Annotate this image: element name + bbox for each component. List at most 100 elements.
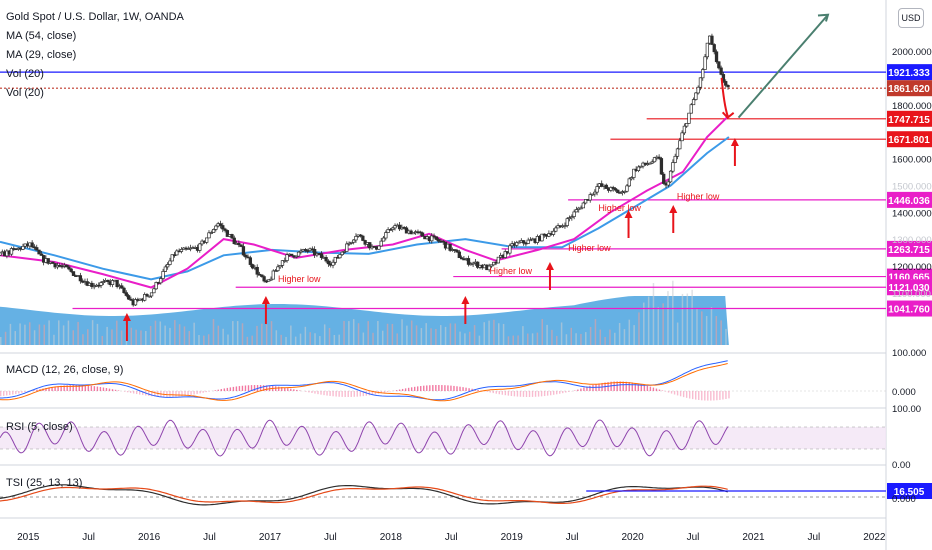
candle-up	[595, 186, 599, 193]
candle-up	[0, 252, 2, 256]
legend-ma54[interactable]: MA (54, close)	[6, 30, 77, 42]
macd-histogram-bar	[522, 391, 525, 397]
candle-up	[411, 232, 416, 235]
candle-up	[701, 69, 705, 79]
volume-bar	[536, 332, 539, 345]
candle-up	[159, 278, 163, 284]
volume-bar	[343, 320, 345, 345]
macd-histogram-bar	[214, 390, 216, 391]
volume-bar	[53, 334, 55, 345]
price-tick: 1600.000	[892, 155, 932, 166]
volume-bar	[449, 323, 452, 345]
volume-bar	[217, 325, 220, 345]
macd-histogram-bar	[704, 391, 706, 401]
volume-bar	[72, 330, 75, 345]
candle-up	[299, 250, 303, 253]
volume-bar	[667, 291, 669, 345]
candle-down	[290, 253, 294, 256]
macd-histogram-bar	[362, 391, 365, 397]
candle-up	[152, 288, 156, 294]
macd-histogram-bar	[341, 391, 343, 397]
candle-down	[30, 242, 34, 248]
macd-label[interactable]: MACD (12, 26, close, 9)	[6, 364, 124, 376]
candle-down	[97, 284, 101, 287]
time-tick: 2015	[17, 532, 40, 543]
candle-up	[170, 254, 174, 262]
candle-up	[381, 237, 386, 242]
macd-histogram-bar	[489, 391, 491, 393]
macd-histogram-bar	[719, 391, 721, 400]
candle-down	[659, 158, 664, 175]
candle-up	[338, 254, 342, 259]
macd-histogram-bar	[456, 386, 458, 391]
currency-button[interactable]: USD	[898, 8, 924, 28]
volume-bar	[444, 326, 447, 345]
volume-bar	[145, 331, 147, 345]
legend-vol-1[interactable]: Vol (20)	[6, 68, 44, 80]
legend-vol-2[interactable]: Vol (20)	[6, 87, 44, 99]
macd-histogram-bar	[12, 391, 14, 395]
macd-histogram-bar	[129, 391, 132, 393]
candle-down	[244, 254, 248, 258]
volume-bar	[497, 323, 500, 345]
volume-bar	[77, 321, 79, 345]
candle-down	[250, 264, 255, 269]
level-tag-label: 1263.715	[888, 245, 930, 256]
macd-histogram-bar	[658, 389, 661, 391]
level-tag-label: 1921.333	[888, 68, 930, 79]
macd-histogram-bar	[232, 386, 235, 391]
candle-up	[168, 260, 172, 265]
candle-up	[207, 232, 211, 239]
macd-histogram-bar	[380, 391, 383, 394]
candle-up	[551, 230, 556, 235]
macd-histogram-bar	[728, 391, 730, 399]
volume-bar	[415, 325, 418, 345]
macd-histogram-bar	[722, 391, 724, 400]
tsi-label[interactable]: TSI (25, 13, 13)	[6, 477, 83, 489]
macd-histogram-bar	[6, 391, 8, 396]
up-arrow-head	[624, 210, 633, 218]
legend-ma29[interactable]: MA (29, close)	[6, 49, 77, 61]
candle-down	[145, 294, 149, 297]
candle-down	[303, 249, 308, 251]
macd-histogram-bar	[226, 387, 229, 391]
projection-arrow	[737, 14, 829, 119]
candle-up	[271, 270, 275, 280]
volume-bar	[135, 329, 137, 345]
macd-histogram-bar	[317, 391, 319, 395]
grid	[0, 0, 887, 550]
candle-up	[632, 168, 636, 178]
macd-histogram-bar	[326, 391, 328, 396]
volume-bar	[106, 326, 108, 345]
macd-histogram-bar	[105, 388, 108, 391]
macd-histogram-bar	[247, 385, 250, 391]
volume-bar	[96, 323, 99, 345]
volume-bar	[111, 329, 113, 345]
candle-down	[221, 225, 225, 230]
macd-histogram-bar	[284, 387, 286, 391]
macd-histogram-bar	[178, 391, 180, 397]
volume-bar	[149, 325, 152, 345]
volume-bar	[609, 329, 611, 345]
candle-up	[696, 86, 700, 94]
level-tag-label: 1671.801	[888, 135, 930, 146]
volume-bar	[604, 336, 606, 345]
candle-up	[618, 192, 622, 195]
candle-up	[515, 242, 519, 246]
volume-bar	[681, 293, 684, 345]
macd-histogram-bar	[9, 391, 11, 396]
rsi-label[interactable]: RSI (5, close)	[6, 421, 73, 433]
volume-bar	[0, 336, 2, 345]
candle-down	[248, 257, 252, 265]
candle-up	[347, 242, 351, 245]
macd-histogram-bar	[474, 389, 476, 391]
volume-bar	[246, 336, 249, 345]
macd-histogram-bar	[465, 387, 467, 391]
macd-histogram-bar	[401, 388, 404, 391]
candle-up	[574, 209, 579, 213]
pullback-arrow	[720, 77, 729, 117]
volume-bar	[116, 320, 118, 345]
candle-up	[166, 264, 170, 268]
macd-histogram-bar	[710, 391, 712, 401]
